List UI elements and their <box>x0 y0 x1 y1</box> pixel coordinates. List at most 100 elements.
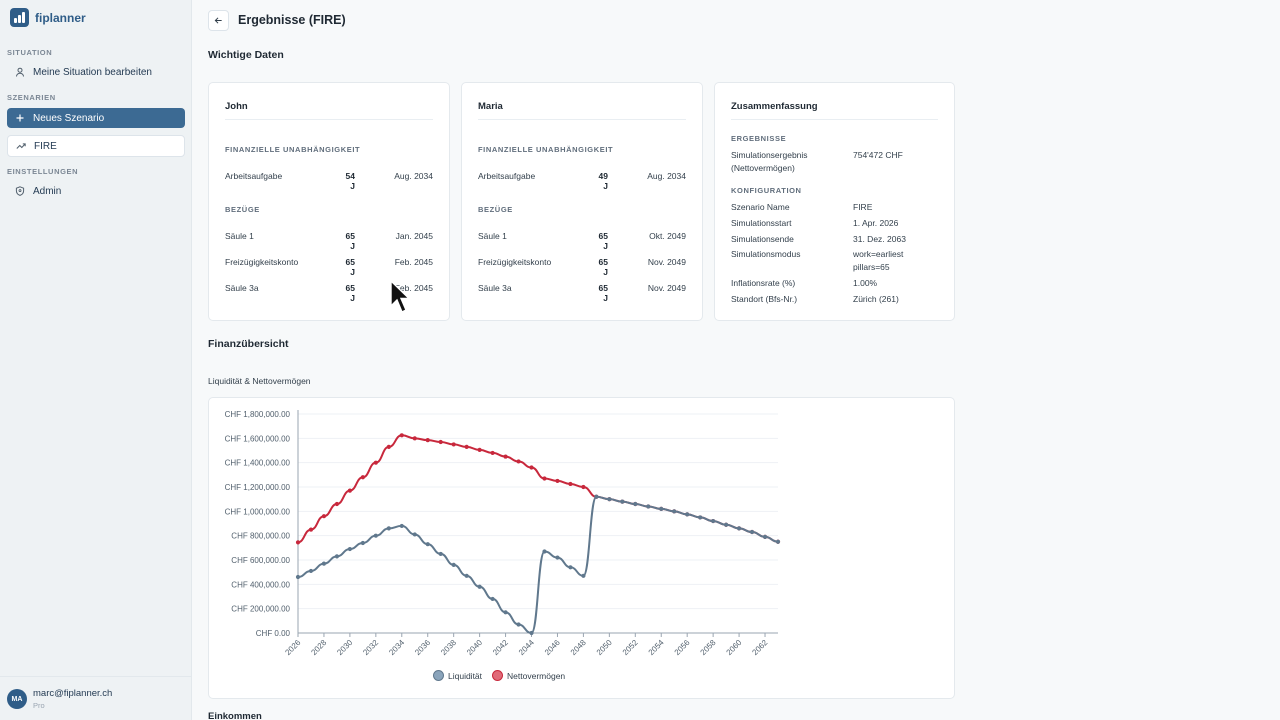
data-point-liquidity <box>503 610 508 615</box>
retire-age: 49 J <box>598 171 608 191</box>
config-label: Standort (Bfs-Nr.) <box>731 294 798 304</box>
chart-legend: Liquidität Nettovermögen <box>433 670 565 681</box>
benefits-section-label: BEZÜGE <box>225 205 260 214</box>
benefit-date: Nov. 2049 <box>647 283 686 293</box>
benefit-label: Säule 1 <box>225 231 254 241</box>
data-point-liquidity <box>775 539 781 544</box>
data-point-liquidity <box>308 568 314 574</box>
shield-icon <box>15 186 25 196</box>
y-tick-label: CHF 600,000.00 <box>231 556 290 565</box>
series-line-liquidity <box>297 495 779 635</box>
data-point-liquidity <box>477 584 482 589</box>
data-point-liquidity <box>659 506 664 511</box>
data-point-liquidity <box>321 561 327 566</box>
data-point-networth <box>295 540 301 545</box>
config-value: 1. Apr. 2026 <box>853 218 899 228</box>
x-tick-label: 2044 <box>517 638 536 657</box>
benefit-label: Säule 1 <box>478 231 507 241</box>
user-email: marc@fiplanner.ch <box>33 688 113 699</box>
x-tick-label: 2034 <box>387 638 406 657</box>
data-point-networth <box>568 481 573 487</box>
data-point-networth <box>542 476 547 481</box>
data-point-liquidity <box>724 522 729 527</box>
data-point-liquidity <box>373 533 378 538</box>
sidebar-item-label: FIRE <box>34 140 57 152</box>
sidebar-item-label: Admin <box>33 185 62 197</box>
section-title-key-data: Wichtige Daten <box>208 49 284 61</box>
data-point-liquidity <box>516 622 521 627</box>
data-point-liquidity <box>607 497 612 502</box>
data-point-liquidity <box>749 529 755 535</box>
benefit-date: Okt. 2049 <box>649 231 686 241</box>
y-tick-label: CHF 400,000.00 <box>231 580 290 589</box>
app-logo[interactable]: fiplanner <box>10 8 86 27</box>
section-title-income: Einkommen <box>208 711 262 720</box>
data-point-networth <box>490 450 495 456</box>
y-tick-label: CHF 1,000,000.00 <box>225 507 291 516</box>
config-label: Inflationsrate (%) <box>731 278 796 288</box>
data-point-liquidity <box>646 504 651 509</box>
data-point-networth <box>412 436 417 441</box>
person-card-john: John FINANZIELLE UNABHÄNGIGKEIT Arbeitsa… <box>208 82 450 321</box>
sidebar-item-fire[interactable]: FIRE <box>7 135 185 157</box>
x-tick-label: 2028 <box>309 638 328 657</box>
y-tick-label: CHF 0.00 <box>256 629 291 638</box>
x-tick-label: 2056 <box>673 638 692 657</box>
benefit-date: Jan. 2045 <box>395 231 433 241</box>
data-point-liquidity <box>386 526 391 531</box>
config-value: 1.00% <box>853 278 878 288</box>
x-tick-label: 2048 <box>569 638 588 657</box>
page-title: Ergebnisse (FIRE) <box>238 13 346 27</box>
divider <box>731 119 938 120</box>
y-tick-label: CHF 800,000.00 <box>231 532 290 541</box>
sidebar-item-label: Meine Situation bearbeiten <box>33 66 152 78</box>
data-point-liquidity <box>633 501 638 507</box>
data-point-liquidity <box>542 549 547 554</box>
data-point-networth <box>451 442 456 447</box>
sidebar-item-label: Neues Szenario <box>33 112 105 124</box>
data-point-networth <box>581 484 586 490</box>
data-point-liquidity <box>685 512 690 517</box>
legend-item-liquidity[interactable]: Liquidität <box>433 670 482 681</box>
x-tick-label: 2026 <box>283 638 302 657</box>
user-menu[interactable]: MA marc@fiplanner.ch Pro <box>0 676 192 720</box>
legend-swatch <box>492 670 504 681</box>
legend-label: Liquidität <box>448 670 483 681</box>
sidebar-item-edit-situation[interactable]: Meine Situation bearbeiten <box>7 62 185 82</box>
x-tick-label: 2050 <box>595 638 614 657</box>
data-point-liquidity <box>451 562 456 567</box>
data-point-liquidity <box>399 523 404 529</box>
data-point-liquidity <box>736 526 742 531</box>
config-label: Szenario Name <box>731 202 790 212</box>
data-point-liquidity <box>490 596 495 602</box>
data-point-networth <box>308 527 314 532</box>
person-name: John <box>225 101 248 112</box>
data-point-networth <box>386 444 391 449</box>
back-button[interactable] <box>208 10 229 31</box>
result-label: Simulationsergebnis (Nettovermögen) <box>731 150 808 173</box>
user-plan: Pro <box>33 701 45 710</box>
sidebar-item-admin[interactable]: Admin <box>7 181 185 201</box>
benefit-age: 65 J <box>345 231 355 251</box>
retire-age: 54 J <box>345 171 355 191</box>
data-point-liquidity <box>581 573 586 578</box>
x-tick-label: 2036 <box>413 638 432 657</box>
arrow-left-icon <box>214 17 222 24</box>
new-scenario-button[interactable]: Neues Szenario <box>7 108 185 128</box>
sidebar-section-settings: EINSTELLUNGEN <box>7 167 79 176</box>
sidebar-section-situation: SITUATION <box>7 48 53 57</box>
y-tick-label: CHF 1,800,000.00 <box>225 410 291 419</box>
data-point-networth <box>321 514 327 519</box>
y-tick-label: CHF 1,200,000.00 <box>225 483 291 492</box>
data-point-networth <box>555 478 560 484</box>
y-tick-label: CHF 1,600,000.00 <box>225 434 291 443</box>
benefit-label: Säule 3a <box>225 283 259 293</box>
benefit-date: Nov. 2049 <box>647 257 686 267</box>
legend-item-networth[interactable]: Nettovermögen <box>492 670 565 681</box>
data-point-networth <box>438 439 443 445</box>
sidebar: fiplanner SITUATION Meine Situation bear… <box>0 0 192 720</box>
data-point-liquidity <box>594 494 599 499</box>
avatar: MA <box>7 689 27 709</box>
data-point-liquidity <box>529 630 534 636</box>
config-label: Simulationsende <box>731 234 794 244</box>
